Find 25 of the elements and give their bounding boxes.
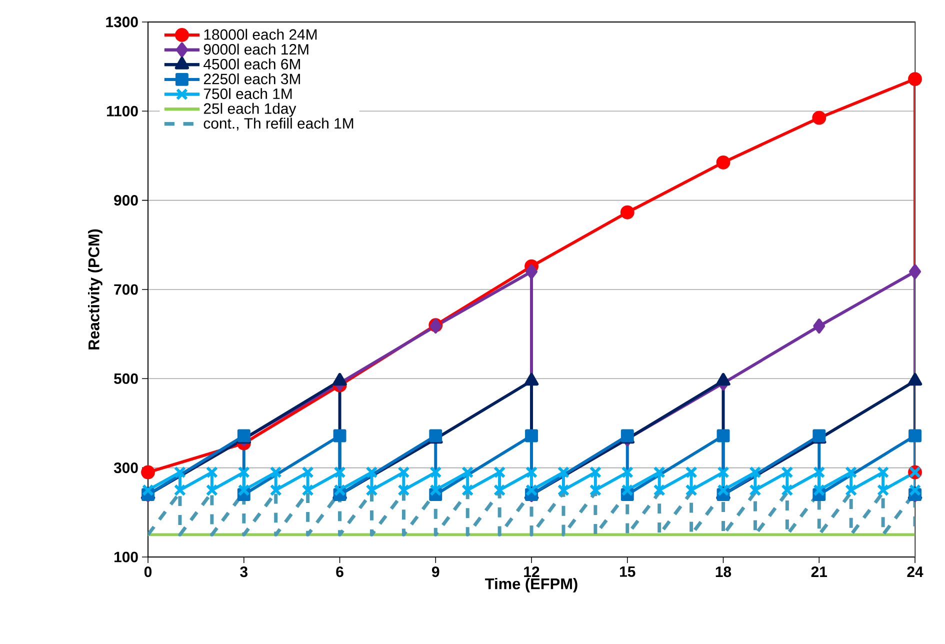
y-tick-label: 900 [114,195,138,206]
y-axis-title: Reactivity (PCM) [88,229,102,350]
legend-label: 25l each 1day [204,102,296,117]
legend-label: 2250l each 3M [204,73,300,84]
y-tick-label: 500 [114,373,138,384]
x-tick-label: 0 [144,566,152,578]
y-tick-label: 1300 [106,16,138,28]
y-tick-label: 100 [114,552,138,562]
x-tick-label: 9 [432,566,440,578]
legend-label: 9000l each 12M [204,44,308,55]
legend-label: 4500l each 6M [204,58,300,70]
y-tick-label: 700 [114,284,138,295]
legend-label: cont., Th refill each 1M [204,118,354,130]
legend-label: 750l each 1M [204,88,292,100]
x-tick-label: 3 [240,566,248,578]
x-tick-label: 15 [620,566,636,577]
x-tick-label: 18 [716,566,732,578]
legend-label: 18000l each 24M [204,28,317,40]
x-tick-label: 21 [811,566,828,577]
y-tick-label: 1100 [107,106,138,116]
y-tick-label: 300 [114,462,138,474]
x-tick-label: 24 [907,566,924,577]
x-axis-title: Time (EFPM) [485,578,578,592]
x-tick-label: 6 [336,566,344,578]
x-tick-label: 12 [524,566,540,577]
